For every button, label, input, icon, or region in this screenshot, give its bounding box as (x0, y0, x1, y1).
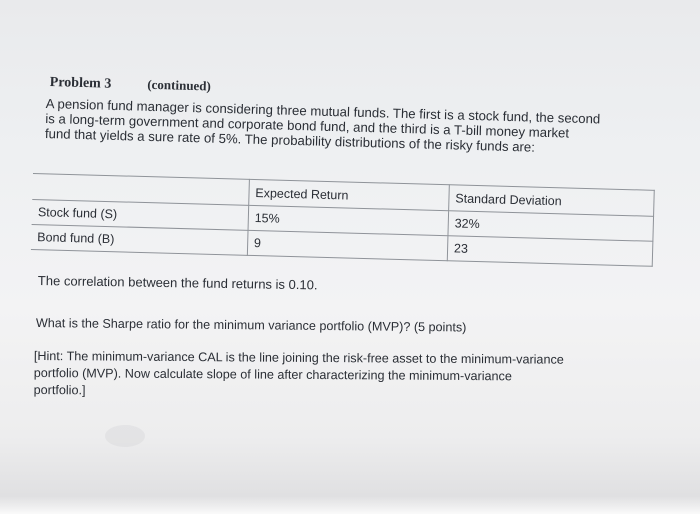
problem-intro: A pension fund manager is considering th… (45, 96, 666, 158)
question-text: What is the Sharpe ratio for the minimum… (35, 316, 467, 335)
fund-name-cell: Bond fund (B) (30, 224, 248, 256)
problem-heading: Problem 3 (continued) (50, 74, 212, 95)
problem-title: Problem 3 (49, 74, 112, 92)
std-dev-cell: 23 (447, 235, 653, 267)
expected-return-cell: 9 (247, 230, 448, 261)
hint-text: [Hint: The minimum-variance CAL is the l… (34, 348, 684, 404)
paper-smudge (105, 425, 145, 447)
page-bottom-edge (0, 496, 700, 514)
problem-subtitle: (continued) (147, 76, 212, 94)
correlation-text: The correlation between the fund returns… (37, 273, 318, 293)
hint-line: portfolio.] (33, 382, 86, 398)
